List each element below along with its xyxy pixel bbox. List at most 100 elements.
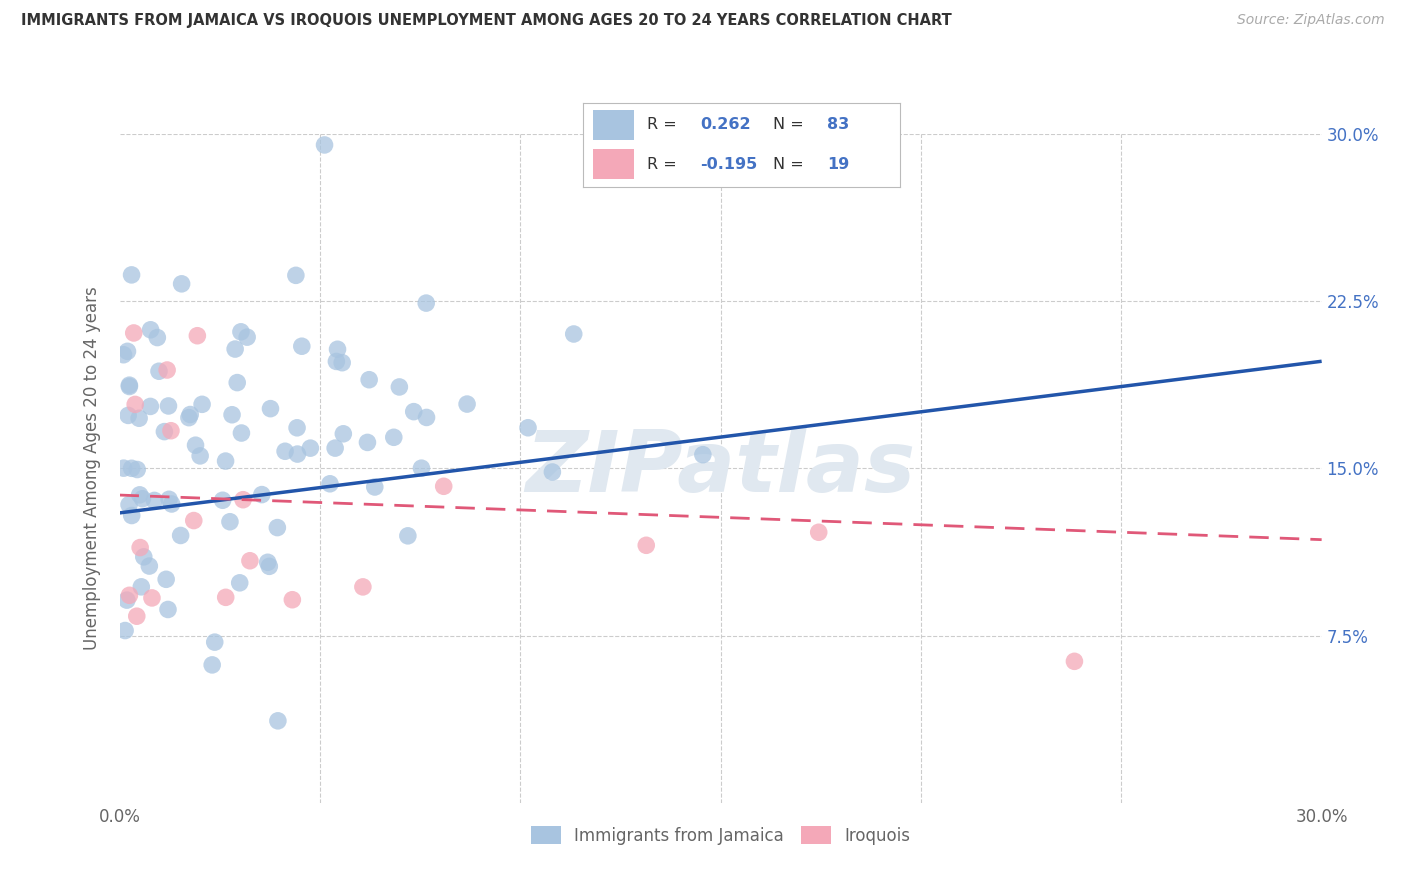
Point	[214, 454, 236, 468]
Point	[562, 326, 585, 341]
Point	[364, 480, 387, 494]
Point	[325, 354, 347, 368]
Point	[204, 635, 226, 649]
Point	[388, 380, 411, 394]
Point	[236, 330, 259, 344]
Point	[636, 538, 658, 552]
Point	[314, 138, 336, 153]
Point	[153, 425, 176, 439]
Point	[541, 465, 564, 479]
Point	[232, 492, 254, 507]
Point	[127, 462, 149, 476]
Point	[281, 592, 304, 607]
Text: -0.195: -0.195	[700, 156, 758, 171]
Point	[118, 588, 141, 602]
Point	[184, 438, 207, 452]
Legend: Immigrants from Jamaica, Iroquois: Immigrants from Jamaica, Iroquois	[524, 820, 917, 851]
Point	[226, 376, 249, 390]
Text: Source: ZipAtlas.com: Source: ZipAtlas.com	[1237, 13, 1385, 28]
Point	[456, 397, 478, 411]
Point	[330, 356, 353, 370]
Y-axis label: Unemployment Among Ages 20 to 24 years: Unemployment Among Ages 20 to 24 years	[83, 286, 101, 650]
Text: 19: 19	[827, 156, 849, 171]
Text: 0.262: 0.262	[700, 117, 751, 132]
Point	[352, 580, 374, 594]
Point	[224, 342, 246, 356]
Point	[129, 541, 152, 555]
Point	[191, 397, 214, 411]
Point	[112, 348, 135, 362]
Point	[160, 424, 183, 438]
Point	[267, 714, 290, 728]
Point	[291, 339, 314, 353]
Point	[266, 520, 288, 534]
Point	[382, 430, 405, 444]
Point	[323, 441, 346, 455]
Point	[188, 449, 211, 463]
Point	[319, 476, 342, 491]
Point	[250, 487, 273, 501]
Text: ZIPatlas: ZIPatlas	[526, 426, 915, 510]
Point	[148, 364, 170, 378]
Point	[129, 580, 152, 594]
Point	[157, 399, 180, 413]
Point	[117, 344, 139, 359]
Point	[112, 461, 135, 475]
Point	[326, 343, 349, 357]
Point	[141, 591, 163, 605]
Point	[259, 401, 281, 416]
Text: N =: N =	[773, 117, 810, 132]
Point	[139, 323, 162, 337]
Point	[128, 488, 150, 502]
Point	[415, 410, 437, 425]
Text: N =: N =	[773, 156, 810, 171]
Point	[170, 277, 193, 291]
Point	[156, 602, 179, 616]
Point	[179, 408, 201, 422]
Point	[121, 268, 143, 282]
Point	[231, 425, 253, 440]
Point	[211, 493, 233, 508]
Text: IMMIGRANTS FROM JAMAICA VS IROQUOIS UNEMPLOYMENT AMONG AGES 20 TO 24 YEARS CORRE: IMMIGRANTS FROM JAMAICA VS IROQUOIS UNEM…	[21, 13, 952, 29]
Point	[229, 325, 252, 339]
Text: R =: R =	[647, 156, 682, 171]
Point	[157, 492, 180, 507]
Point	[146, 330, 169, 344]
Point	[402, 404, 425, 418]
Point	[274, 444, 297, 458]
Point	[259, 559, 281, 574]
Point	[433, 479, 456, 493]
Bar	[593, 149, 634, 178]
Point	[215, 591, 238, 605]
Point	[128, 411, 150, 425]
Point	[332, 426, 354, 441]
Point	[177, 410, 200, 425]
Point	[411, 461, 433, 475]
Point	[138, 559, 160, 574]
Point	[143, 493, 166, 508]
Point	[122, 326, 145, 340]
Point	[118, 378, 141, 392]
Point	[131, 491, 153, 506]
Point	[125, 609, 148, 624]
Point	[219, 515, 242, 529]
Point	[117, 409, 139, 423]
Point	[356, 435, 378, 450]
Point	[169, 528, 191, 542]
Bar	[593, 111, 634, 140]
Text: R =: R =	[647, 117, 682, 132]
Point	[156, 363, 179, 377]
Point	[114, 624, 136, 638]
Point	[124, 397, 146, 411]
Point	[285, 421, 308, 435]
Point	[186, 328, 208, 343]
Point	[287, 447, 309, 461]
Point	[118, 379, 141, 393]
Point	[183, 514, 205, 528]
Point	[115, 593, 138, 607]
Point	[132, 549, 155, 564]
Point	[517, 421, 540, 435]
Point	[256, 555, 278, 569]
Point	[239, 554, 262, 568]
Point	[121, 461, 143, 475]
